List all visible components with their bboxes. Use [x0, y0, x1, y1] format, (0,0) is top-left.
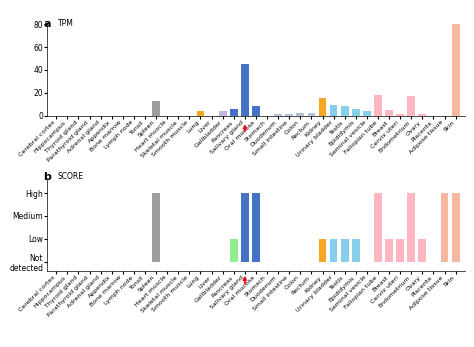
- Bar: [252, 107, 260, 116]
- Bar: [396, 115, 404, 116]
- Text: a: a: [43, 19, 51, 29]
- Bar: [252, 193, 260, 262]
- Bar: [385, 239, 393, 262]
- Text: SCORE: SCORE: [58, 172, 84, 181]
- Text: b: b: [43, 172, 51, 182]
- Bar: [152, 193, 160, 262]
- Bar: [319, 99, 327, 116]
- Bar: [152, 101, 160, 116]
- Bar: [241, 64, 249, 116]
- Bar: [274, 115, 282, 116]
- Bar: [308, 113, 315, 116]
- Bar: [296, 113, 304, 116]
- Bar: [352, 239, 360, 262]
- Bar: [419, 115, 426, 116]
- Bar: [452, 193, 459, 262]
- Bar: [407, 96, 415, 116]
- Bar: [230, 109, 237, 116]
- Bar: [407, 193, 415, 262]
- Bar: [285, 115, 293, 116]
- Bar: [219, 111, 227, 116]
- Bar: [419, 239, 426, 262]
- Bar: [374, 193, 382, 262]
- Bar: [197, 111, 204, 116]
- Bar: [374, 95, 382, 116]
- Bar: [341, 107, 348, 116]
- Bar: [319, 239, 327, 262]
- Bar: [452, 24, 459, 116]
- Bar: [341, 239, 348, 262]
- Bar: [441, 193, 448, 262]
- Bar: [385, 110, 393, 116]
- Bar: [241, 193, 249, 262]
- Bar: [330, 239, 337, 262]
- Bar: [363, 111, 371, 116]
- Bar: [330, 105, 337, 116]
- Text: TPM: TPM: [58, 19, 73, 28]
- Bar: [230, 239, 237, 262]
- Bar: [396, 239, 404, 262]
- Bar: [352, 109, 360, 116]
